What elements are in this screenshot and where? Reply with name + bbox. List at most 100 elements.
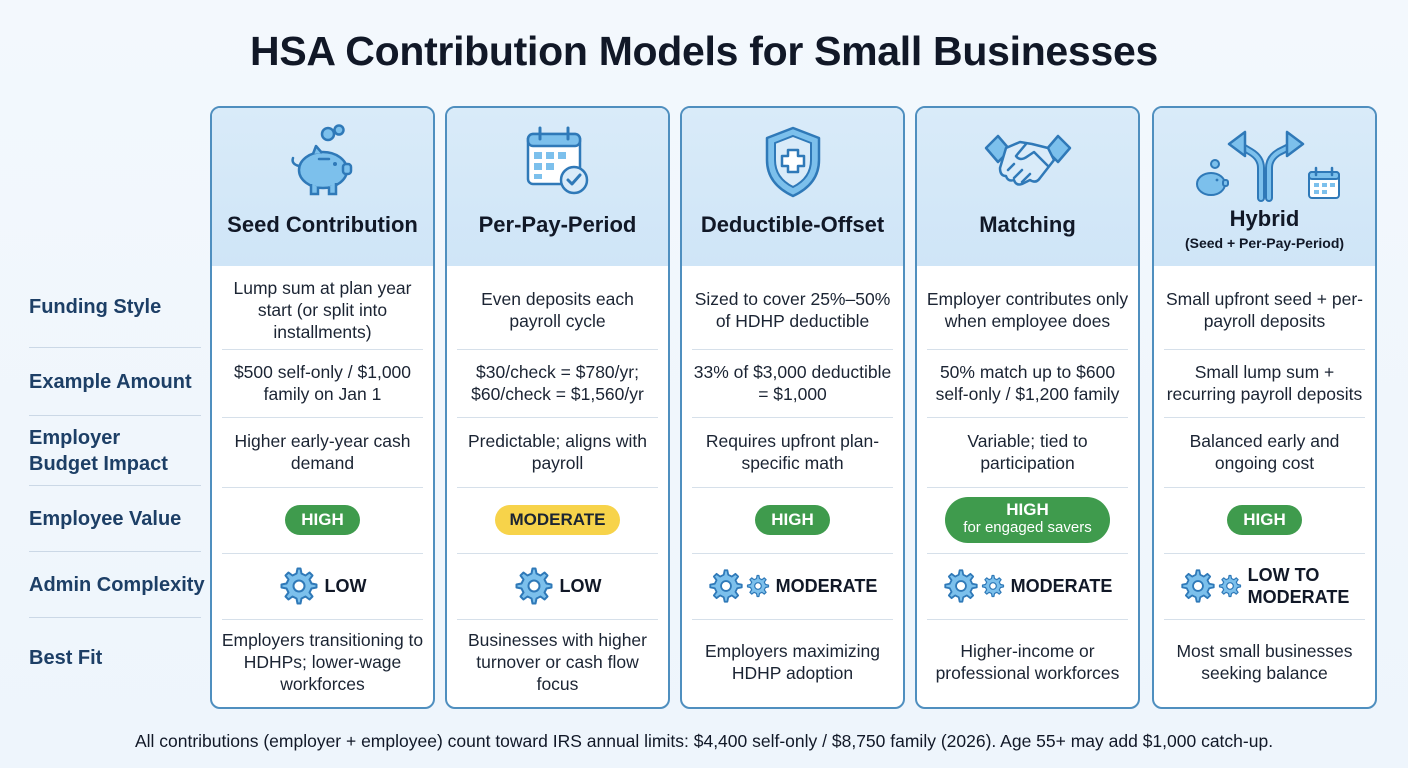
admin-complexity-text: LOW TO MODERATE (1248, 564, 1350, 608)
cell-admin-complexity: LOW TO MODERATE (1160, 554, 1369, 618)
row-divider (29, 485, 201, 486)
column-header: Hybrid (Seed + Per-Pay-Period) (1154, 108, 1375, 266)
row-label-budget-impact: Employer Budget Impact (29, 425, 209, 477)
admin-complexity-line1: LOW TO (1247, 565, 1320, 585)
footer-note: All contributions (employer + employee) … (134, 731, 1274, 751)
column-header: Seed Contribution (212, 108, 433, 266)
cell-divider (927, 553, 1128, 554)
value-badge-moderate: MODERATE (495, 505, 620, 535)
split-arrow-icon (1154, 122, 1375, 202)
cell-divider (927, 619, 1128, 620)
cell-funding-style: Sized to cover 25%–50% of HDHP deductibl… (694, 289, 891, 331)
cell-divider (222, 619, 423, 620)
cell-funding-style: Lump sum at plan year start (or split in… (233, 278, 412, 342)
cell-divider (692, 553, 893, 554)
cell-employee-value: HIGH (218, 488, 427, 552)
cell-example-amount: $30/check = $780/yr; $60/check = $1,560/… (471, 362, 644, 404)
cell-divider (457, 487, 658, 488)
cell-funding-style: Small upfront seed + per-payroll deposit… (1166, 289, 1363, 331)
column-matching: Matching Employer contributes only when … (915, 106, 1140, 709)
piggy-bank-icon (212, 122, 433, 200)
column-header: Per-Pay-Period (447, 108, 668, 266)
cell-example-amount: 33% of $3,000 deductible = $1,000 (693, 362, 892, 404)
cell-best-fit: Most small businesses seeking balance (1176, 641, 1353, 683)
column-hybrid: Hybrid (Seed + Per-Pay-Period) Small upf… (1152, 106, 1377, 709)
cell-best-fit: Higher-income or professional workforces (935, 641, 1120, 683)
cell-employee-value: HIGH for engaged savers (923, 488, 1132, 552)
value-badge-high: HIGH for engaged savers (945, 497, 1110, 543)
gear-icon (1181, 569, 1215, 603)
cell-divider (1164, 619, 1365, 620)
cell-divider (1164, 553, 1365, 554)
row-label-example-amount: Example Amount (29, 371, 192, 393)
cell-example-amount: Small lump sum + recurring payroll depos… (1166, 362, 1363, 404)
column-header: Deductible-Offset (682, 108, 903, 266)
gear-small-icon (746, 574, 769, 598)
admin-complexity-line2: MODERATE (1247, 587, 1350, 607)
cell-divider (927, 487, 1128, 488)
cell-divider (1164, 417, 1365, 418)
column-per-pay-period: Per-Pay-Period Even deposits each payrol… (445, 106, 670, 709)
row-label-budget-line1: Employer (29, 427, 121, 449)
cell-funding-style: Even deposits each payroll cycle (481, 289, 634, 331)
row-divider (29, 551, 201, 552)
cell-divider (222, 417, 423, 418)
column-subtitle: (Seed + Per-Pay-Period) (1184, 235, 1345, 251)
row-label-budget-line2: Budget Impact (29, 453, 168, 475)
cell-divider (222, 349, 423, 350)
cell-employee-value: HIGH (688, 488, 897, 552)
cell-budget-impact: Balanced early and ongoing cost (1189, 431, 1340, 473)
cell-admin-complexity: MODERATE (688, 554, 897, 618)
cell-divider (927, 349, 1128, 350)
cell-divider (692, 487, 893, 488)
gear-icon (280, 567, 317, 605)
gear-icon (709, 569, 743, 603)
cell-admin-complexity: MODERATE (923, 554, 1132, 618)
gear-small-icon (981, 574, 1004, 598)
cell-divider (692, 417, 893, 418)
calendar-check-icon (447, 122, 668, 200)
cell-divider (927, 417, 1128, 418)
row-label-funding-style: Funding Style (29, 296, 162, 318)
cell-employee-value: MODERATE (453, 488, 662, 552)
cell-admin-complexity: LOW (218, 554, 427, 618)
column-seed-contribution: Seed Contribution Lump sum at plan year … (210, 106, 435, 709)
row-divider (29, 617, 201, 618)
cell-best-fit: Businesses with higher turnover or cash … (468, 630, 647, 694)
admin-complexity-text: LOW (324, 576, 367, 596)
admin-complexity-text: MODERATE (775, 576, 878, 596)
cell-budget-impact: Requires upfront plan-specific math (705, 431, 880, 473)
gear-icon (944, 569, 978, 603)
page-title: HSA Contribution Models for Small Busine… (250, 28, 1158, 74)
gear-icon (515, 567, 552, 605)
row-label-best-fit: Best Fit (29, 647, 103, 669)
column-header: Matching (917, 108, 1138, 266)
admin-complexity-text: MODERATE (1010, 576, 1113, 596)
value-badge-high: HIGH (285, 505, 360, 535)
column-title: Per-Pay-Period (478, 212, 637, 237)
gear-small-icon (1218, 574, 1241, 598)
value-badge-high: HIGH (1227, 505, 1302, 535)
cell-divider (692, 349, 893, 350)
cell-budget-impact: Higher early-year cash demand (234, 431, 411, 473)
cell-best-fit: Employers maximizing HDHP adoption (704, 641, 881, 683)
cell-divider (222, 487, 423, 488)
cell-funding-style: Employer contributes only when employee … (926, 289, 1129, 331)
cell-divider (457, 349, 658, 350)
admin-complexity-text: LOW (559, 576, 602, 596)
cell-divider (222, 553, 423, 554)
row-label-admin-complexity: Admin Complexity (29, 574, 205, 596)
cell-divider (1164, 487, 1365, 488)
cell-divider (457, 417, 658, 418)
cell-budget-impact: Predictable; aligns with payroll (468, 431, 647, 473)
column-title: Seed Contribution (227, 212, 418, 237)
column-title: Matching (979, 212, 1076, 237)
shield-plus-icon (682, 122, 903, 200)
row-divider (29, 347, 201, 348)
row-divider (29, 415, 201, 416)
value-badge-high: HIGH (755, 505, 830, 535)
column-title: Hybrid (1229, 206, 1300, 231)
cell-example-amount: $500 self-only / $1,000 family on Jan 1 (233, 362, 412, 404)
handshake-icon (917, 122, 1138, 200)
badge-note: for engaged savers (963, 519, 1092, 536)
